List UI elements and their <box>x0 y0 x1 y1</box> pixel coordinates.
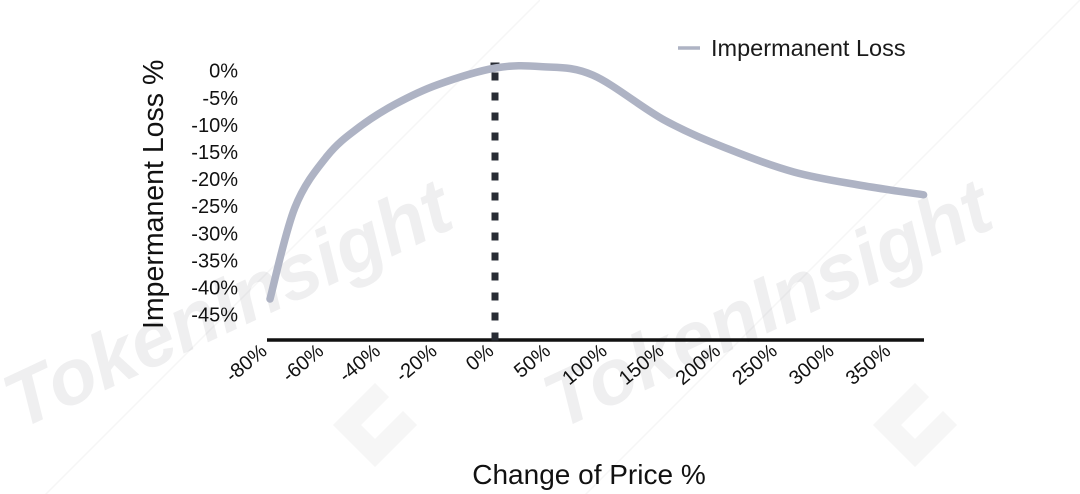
svg-text:0%: 0% <box>209 61 238 83</box>
svg-text:-10%: -10% <box>191 115 238 137</box>
svg-text:-5%: -5% <box>202 88 238 110</box>
svg-text:-40%: -40% <box>191 278 238 300</box>
svg-text:-45%: -45% <box>191 305 238 327</box>
svg-text:Change of Price %: Change of Price % <box>472 459 705 490</box>
svg-text:Impermanent Loss: Impermanent Loss <box>711 35 906 61</box>
svg-text:-25%: -25% <box>191 196 238 218</box>
svg-text:-20%: -20% <box>191 169 238 191</box>
svg-text:Impermanent Loss %: Impermanent Loss % <box>138 60 170 329</box>
svg-text:-15%: -15% <box>191 142 238 164</box>
svg-text:-30%: -30% <box>191 223 238 245</box>
svg-text:-35%: -35% <box>191 250 238 272</box>
